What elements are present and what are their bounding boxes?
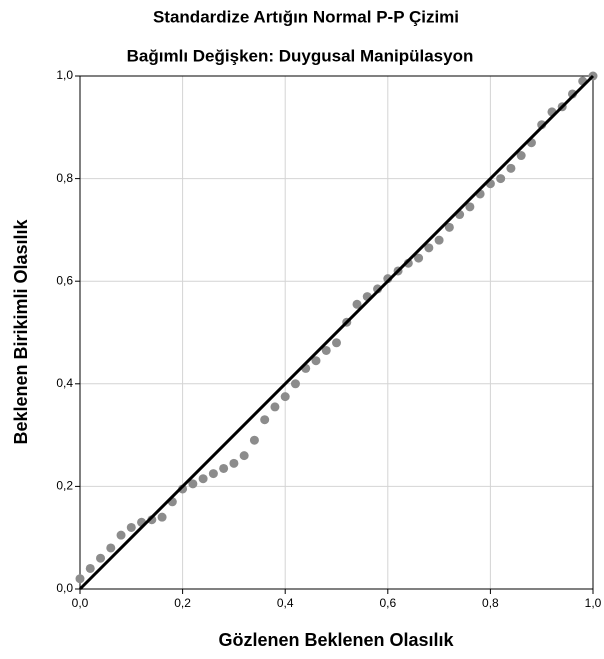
point: [219, 463, 229, 473]
x-axis-title: Gözlenen Beklenen Olasılık: [218, 630, 454, 650]
point: [424, 243, 434, 253]
y-tick-label: 0,4: [56, 376, 73, 390]
point: [96, 553, 106, 563]
point: [465, 202, 475, 212]
y-tick-label: 1,0: [56, 68, 73, 82]
point: [414, 253, 424, 263]
point: [290, 379, 300, 389]
x-tick-label: 0,6: [379, 596, 396, 610]
chart-title: Standardize Artığın Normal P-P Çizimi: [153, 7, 459, 26]
chart-subtitle: Bağımlı Değişken: Duygusal Manipülasyon: [127, 46, 474, 65]
point: [188, 479, 198, 489]
point: [260, 415, 270, 425]
point: [106, 543, 116, 553]
point: [352, 299, 362, 309]
x-tick-label: 0,0: [72, 596, 89, 610]
x-tick-label: 0,8: [482, 596, 499, 610]
point: [239, 451, 249, 461]
point: [311, 356, 321, 366]
point: [229, 458, 239, 468]
point: [208, 469, 218, 479]
point: [249, 435, 259, 445]
point: [75, 574, 85, 584]
point: [332, 338, 341, 348]
point: [506, 163, 516, 173]
point: [157, 512, 167, 522]
x-tick-label: 1,0: [585, 596, 602, 610]
point: [270, 402, 280, 412]
point: [516, 151, 526, 161]
reference-line: [78, 74, 595, 591]
point: [496, 174, 506, 184]
point: [321, 345, 331, 355]
y-tick-label: 0,6: [56, 273, 73, 287]
y-axis-title: Beklenen Birikimli Olasılık: [11, 218, 31, 444]
y-tick-label: 0,8: [56, 171, 73, 185]
y-tick-label: 0,0: [56, 581, 73, 595]
plot-frame: [79, 75, 594, 590]
point: [434, 235, 444, 245]
point: [198, 474, 208, 484]
point: [444, 222, 454, 232]
y-tick-label: 0,2: [56, 479, 73, 493]
x-tick-label: 0,2: [174, 596, 191, 610]
point: [126, 522, 136, 532]
point: [85, 563, 95, 573]
point: [116, 530, 126, 540]
point: [280, 392, 290, 402]
x-tick-label: 0,4: [277, 596, 294, 610]
